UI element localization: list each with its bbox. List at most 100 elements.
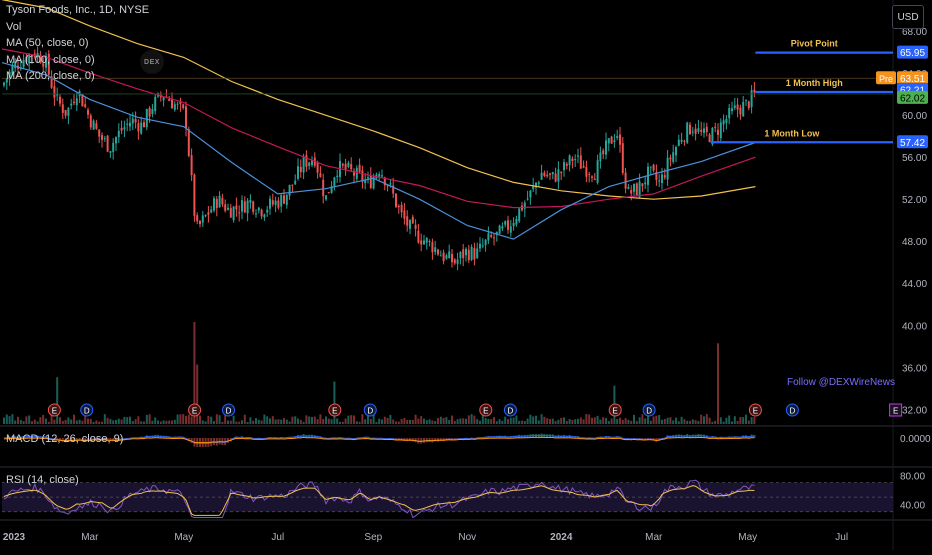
volume-bar xyxy=(31,421,33,424)
volume-bar xyxy=(370,419,372,424)
candle-body xyxy=(431,242,433,252)
time-tick-label: Mar xyxy=(81,532,99,543)
volume-bar xyxy=(101,422,103,424)
candle-body xyxy=(137,123,139,131)
candle-body xyxy=(303,157,305,173)
volume-bar xyxy=(202,420,204,424)
volume-bar xyxy=(283,418,285,424)
volume-bar xyxy=(81,421,83,424)
volume-bar xyxy=(588,415,590,424)
volume-group xyxy=(3,322,755,424)
rsi-legend[interactable]: RSI (14, close) xyxy=(6,472,79,488)
volume-bar xyxy=(297,419,299,424)
volume-bar xyxy=(149,414,151,424)
candle-body xyxy=(608,138,610,143)
volume-bar xyxy=(669,417,671,424)
volume-bar xyxy=(109,419,111,424)
candle-body xyxy=(311,161,313,166)
candle-body xyxy=(423,241,425,245)
candle-body xyxy=(294,181,296,185)
candle-body xyxy=(177,104,179,105)
ma50-line xyxy=(2,63,755,240)
currency-button[interactable]: USD xyxy=(892,5,924,29)
candle-body xyxy=(210,210,212,213)
rsi-tick-label: 40.00 xyxy=(900,500,925,511)
symbol-title[interactable]: Tyson Foods, Inc., 1D, NYSE xyxy=(6,2,149,19)
candle-body xyxy=(409,220,411,229)
volume-bar xyxy=(157,421,159,424)
volume-bar xyxy=(597,416,599,424)
volume-bar xyxy=(714,421,716,424)
candle-body xyxy=(107,136,109,152)
candle-body xyxy=(437,250,439,255)
volume-bar xyxy=(244,415,246,424)
candle-body xyxy=(457,259,459,263)
volume-bar xyxy=(261,420,263,424)
candle-body xyxy=(541,173,543,180)
volume-bar xyxy=(364,419,366,424)
candle-body xyxy=(188,129,190,156)
ma50-label[interactable]: MA (50, close, 0) xyxy=(6,35,149,52)
candle-body xyxy=(308,162,310,165)
volume-bar xyxy=(440,417,442,424)
volume-bar xyxy=(499,419,501,424)
candle-body xyxy=(109,151,111,153)
volume-bar xyxy=(93,422,95,424)
candle-body xyxy=(65,110,67,116)
earnings-marker-letter: E xyxy=(483,407,488,416)
candle-body xyxy=(319,173,321,177)
candle-body xyxy=(538,182,540,183)
ma200-label[interactable]: MA (200, close, 0) xyxy=(6,68,149,85)
volume-bar xyxy=(546,418,548,424)
volume-indicator-label[interactable]: Vol xyxy=(6,19,149,36)
candle-body xyxy=(616,136,618,138)
candle-body xyxy=(527,199,529,200)
candle-body xyxy=(468,250,470,261)
volume-bar xyxy=(723,422,725,424)
level-label: 1 Month Low xyxy=(764,128,820,138)
volume-bar xyxy=(622,420,624,424)
volume-bar xyxy=(6,415,8,424)
volume-bar xyxy=(658,415,660,424)
time-tick-label: Jul xyxy=(835,532,848,543)
volume-bar xyxy=(160,422,162,424)
volume-bar xyxy=(37,421,39,424)
candle-body xyxy=(269,199,271,209)
time-tick-label: May xyxy=(174,532,193,543)
candle-body xyxy=(322,180,324,196)
volume-bar xyxy=(510,418,512,424)
candle-body xyxy=(681,140,683,142)
volume-bar xyxy=(177,415,179,424)
macd-legend[interactable]: MACD (12, 26, close, 9) xyxy=(6,431,123,447)
candle-body xyxy=(549,173,551,174)
candle-body xyxy=(594,179,596,180)
candle-body xyxy=(196,215,198,221)
candle-body xyxy=(465,249,467,255)
candle-body xyxy=(731,108,733,111)
volume-bar xyxy=(737,421,739,424)
volume-bar xyxy=(445,417,447,424)
volume-bar xyxy=(325,416,327,424)
volume-bar xyxy=(451,416,453,424)
volume-bar xyxy=(468,415,470,424)
volume-bar xyxy=(585,414,587,424)
price-axis-tag-text: 57.42 xyxy=(900,138,925,149)
dividend-marker-letter: D xyxy=(367,407,373,416)
volume-bar xyxy=(639,417,641,424)
candle-body xyxy=(504,221,506,225)
ma100-label[interactable]: MA (100, close, 0) xyxy=(6,52,149,69)
volume-bar xyxy=(65,420,67,424)
volume-bar xyxy=(709,418,711,424)
candle-body xyxy=(493,237,495,238)
candle-body xyxy=(529,191,531,198)
volume-bar xyxy=(51,415,53,424)
dividend-marker-letter: D xyxy=(226,407,232,416)
volume-bar xyxy=(347,416,349,424)
candle-body xyxy=(305,155,307,167)
volume-bar xyxy=(165,421,167,424)
earnings-marker-letter: E xyxy=(613,407,618,416)
price-tick-label: 36.00 xyxy=(902,363,927,374)
volume-bar xyxy=(42,415,44,424)
candle-body xyxy=(244,201,246,212)
